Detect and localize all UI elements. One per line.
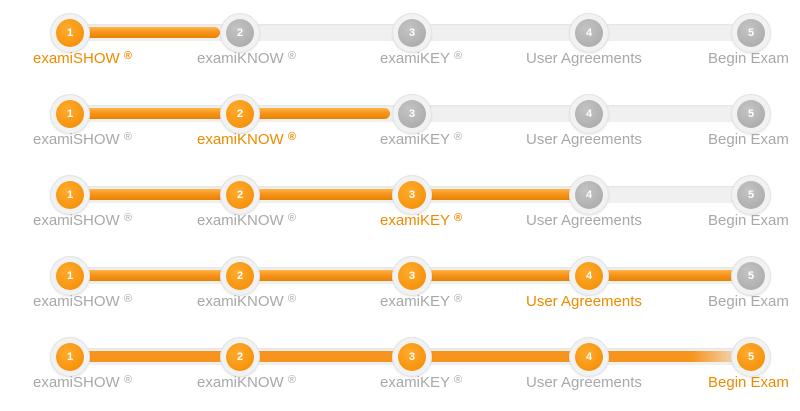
step-number: 3 [398, 343, 426, 371]
step-2-label: examiKNOW ® [197, 374, 296, 391]
step-5-label: Begin Exam [708, 293, 789, 310]
step-number: 3 [398, 100, 426, 128]
step-4-marker[interactable]: 4 [569, 337, 609, 377]
step-1-marker[interactable]: 1 [50, 337, 90, 377]
step-number: 2 [226, 19, 254, 47]
step-4-label: User Agreements [526, 374, 642, 391]
step-2-label: examiKNOW ® [197, 293, 296, 310]
step-4-marker[interactable]: 4 [569, 175, 609, 215]
step-5-label: Begin Exam [708, 212, 789, 229]
step-3-label: examiKEY ® [380, 131, 463, 148]
step-2-label: examiKNOW ® [197, 131, 296, 148]
step-5-label: Begin Exam [708, 131, 789, 148]
step-1-marker[interactable]: 1 [50, 13, 90, 53]
step-3-marker[interactable]: 3 [392, 256, 432, 296]
step-number: 4 [575, 19, 603, 47]
step-4-label: User Agreements [526, 50, 642, 67]
step-4-label: User Agreements [526, 131, 642, 148]
progress-row-1: 1 2 3 4 5 examiSHOW ® examiKNOW ® examiK… [0, 0, 800, 80]
step-number: 1 [56, 343, 84, 371]
step-3-label: examiKEY ® [380, 212, 463, 229]
step-5-marker[interactable]: 5 [731, 94, 771, 134]
step-2-label: examiKNOW ® [197, 212, 296, 229]
step-2-marker[interactable]: 2 [220, 337, 260, 377]
step-number: 3 [398, 19, 426, 47]
step-3-marker[interactable]: 3 [392, 94, 432, 134]
step-number: 4 [575, 343, 603, 371]
progress-row-4: 1 2 3 4 5 examiSHOW ® examiKNOW ® examiK… [0, 243, 800, 323]
step-1-marker[interactable]: 1 [50, 94, 90, 134]
step-1-label: examiSHOW ® [33, 212, 132, 229]
step-4-marker[interactable]: 4 [569, 94, 609, 134]
progress-fill [70, 27, 220, 38]
step-number: 5 [737, 181, 765, 209]
step-1-label: examiSHOW ® [33, 50, 132, 67]
step-number: 5 [737, 262, 765, 290]
step-5-marker[interactable]: 5 [731, 337, 771, 377]
step-5-marker[interactable]: 5 [731, 13, 771, 53]
step-number: 1 [56, 19, 84, 47]
step-3-marker[interactable]: 3 [392, 175, 432, 215]
step-number: 4 [575, 181, 603, 209]
step-1-marker[interactable]: 1 [50, 175, 90, 215]
step-4-label: User Agreements [526, 212, 642, 229]
step-number: 2 [226, 343, 254, 371]
step-number: 5 [737, 343, 765, 371]
step-1-label: examiSHOW ® [33, 131, 132, 148]
step-number: 3 [398, 262, 426, 290]
step-number: 3 [398, 181, 426, 209]
step-5-marker[interactable]: 5 [731, 175, 771, 215]
step-number: 2 [226, 262, 254, 290]
step-3-marker[interactable]: 3 [392, 337, 432, 377]
step-4-marker[interactable]: 4 [569, 13, 609, 53]
step-1-label: examiSHOW ® [33, 293, 132, 310]
step-3-label: examiKEY ® [380, 50, 463, 67]
progress-row-5: 1 2 3 4 5 examiSHOW ® examiKNOW ® examiK… [0, 324, 800, 404]
step-5-label: Begin Exam [708, 50, 789, 67]
step-3-marker[interactable]: 3 [392, 13, 432, 53]
step-number: 5 [737, 19, 765, 47]
step-2-marker[interactable]: 2 [220, 175, 260, 215]
step-number: 1 [56, 262, 84, 290]
step-5-label: Begin Exam [708, 374, 789, 391]
step-number: 1 [56, 100, 84, 128]
step-2-marker[interactable]: 2 [220, 13, 260, 53]
step-number: 1 [56, 181, 84, 209]
step-2-marker[interactable]: 2 [220, 256, 260, 296]
step-1-label: examiSHOW ® [33, 374, 132, 391]
step-number: 4 [575, 262, 603, 290]
step-2-label: examiKNOW ® [197, 50, 296, 67]
step-number: 2 [226, 100, 254, 128]
step-2-marker[interactable]: 2 [220, 94, 260, 134]
step-5-marker[interactable]: 5 [731, 256, 771, 296]
step-3-label: examiKEY ® [380, 374, 463, 391]
step-1-marker[interactable]: 1 [50, 256, 90, 296]
step-3-label: examiKEY ® [380, 293, 463, 310]
step-4-marker[interactable]: 4 [569, 256, 609, 296]
progress-row-3: 1 2 3 4 5 examiSHOW ® examiKNOW ® examiK… [0, 162, 800, 242]
progress-row-2: 1 2 3 4 5 examiSHOW ® examiKNOW ® examiK… [0, 81, 800, 161]
progress-fill [70, 189, 582, 200]
step-4-label: User Agreements [526, 293, 642, 310]
step-number: 4 [575, 100, 603, 128]
step-number: 5 [737, 100, 765, 128]
step-number: 2 [226, 181, 254, 209]
